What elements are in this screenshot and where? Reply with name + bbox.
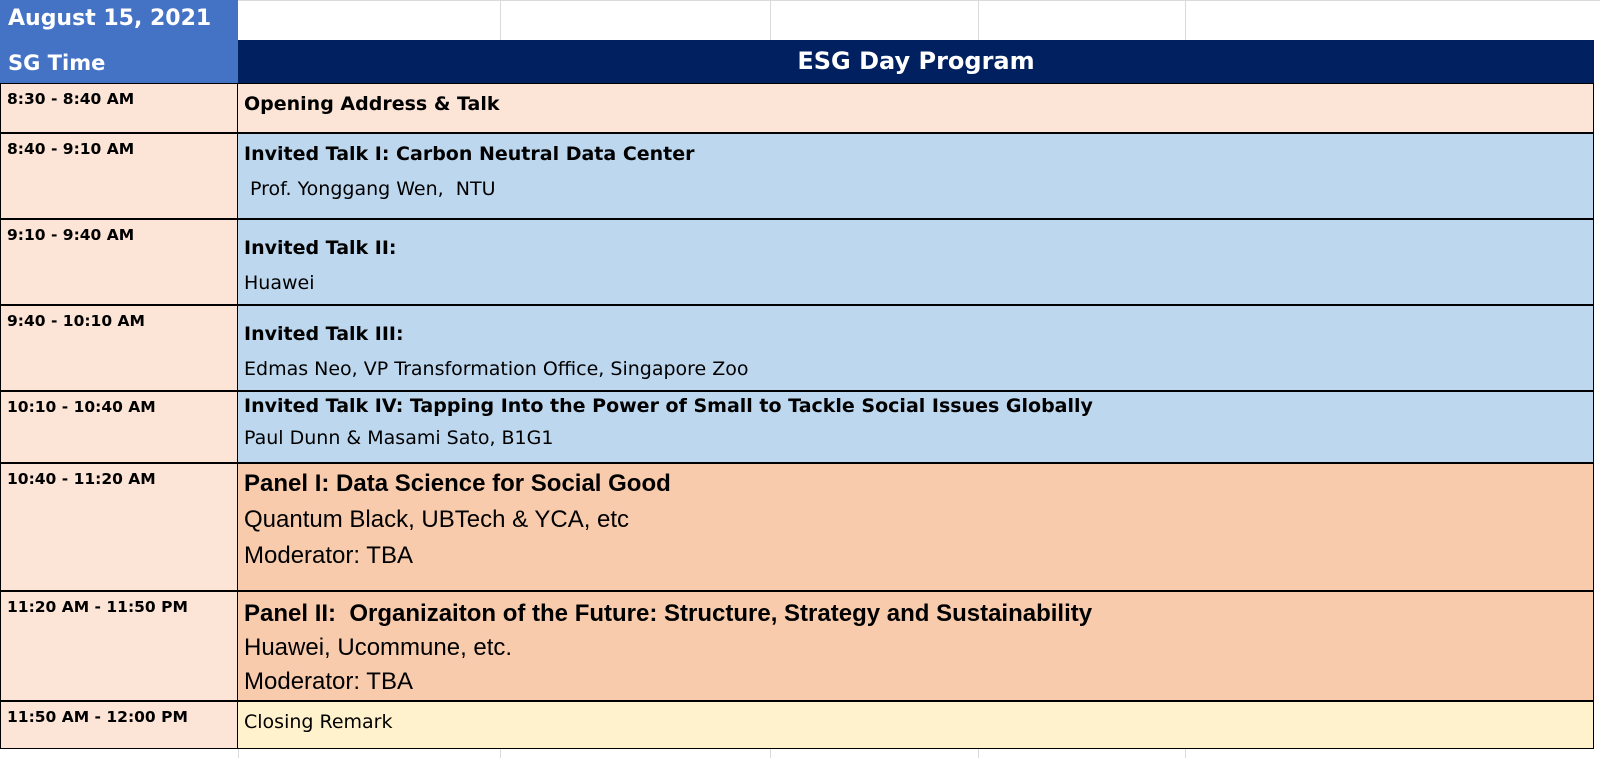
panel-title: Panel I: Data Science for Social Good (244, 470, 671, 497)
sg-time-header[interactable]: SG Time (0, 40, 238, 83)
time-cell[interactable]: 9:10 - 9:40 AM (0, 219, 238, 305)
date-cell[interactable]: August 15, 2021 (0, 0, 238, 40)
program-title: Invited Talk II: (244, 237, 397, 259)
grid-line (1185, 748, 1186, 758)
time-cell[interactable]: 10:40 - 11:20 AM (0, 463, 238, 591)
grid-line (978, 748, 979, 758)
speaker-line: Paul Dunn & Masami Sato, B1G1 (244, 427, 554, 449)
program-cell[interactable]: Panel I: Data Science for Social Good Qu… (238, 463, 1594, 591)
time-cell[interactable]: 11:20 AM - 11:50 PM (0, 591, 238, 701)
program-cell[interactable]: Invited Talk II: Huawei (238, 219, 1594, 305)
program-cell[interactable]: Opening Address & Talk (238, 83, 1594, 133)
panel-moderator: Moderator: TBA (244, 668, 413, 695)
grid-line (500, 0, 501, 40)
program-cell[interactable]: Invited Talk IV: Tapping Into the Power … (238, 391, 1594, 463)
speaker-line: Huawei (244, 272, 315, 294)
speaker-line: Prof. Yonggang Wen, NTU (244, 178, 496, 200)
time-cell[interactable]: 9:40 - 10:10 AM (0, 305, 238, 391)
panel-participants: Huawei, Ucommune, etc. (244, 634, 513, 661)
grid-line (770, 0, 771, 40)
time-cell[interactable]: 8:30 - 8:40 AM (0, 83, 238, 133)
program-cell[interactable]: Closing Remark (238, 701, 1594, 749)
grid-line (238, 0, 1600, 1)
time-cell[interactable]: 8:40 - 9:10 AM (0, 133, 238, 219)
grid-line (978, 0, 979, 40)
grid-line (500, 748, 501, 758)
program-title: Opening Address & Talk (244, 93, 500, 115)
panel-title: Panel II: Organizaiton of the Future: St… (244, 600, 1093, 627)
speaker-line: Edmas Neo, VP Transformation Office, Sin… (244, 358, 749, 380)
program-title: Invited Talk IV: Tapping Into the Power … (244, 395, 1093, 417)
panel-participants: Quantum Black, UBTech & YCA, etc (244, 506, 630, 533)
time-cell[interactable]: 11:50 AM - 12:00 PM (0, 701, 238, 749)
grid-line (770, 748, 771, 758)
program-cell[interactable]: Invited Talk I: Carbon Neutral Data Cent… (238, 133, 1594, 219)
panel-moderator: Moderator: TBA (244, 542, 413, 569)
program-title: Closing Remark (244, 711, 393, 733)
time-cell[interactable]: 10:10 - 10:40 AM (0, 391, 238, 463)
program-header[interactable]: ESG Day Program (238, 40, 1594, 83)
program-cell[interactable]: Invited Talk III: Edmas Neo, VP Transfor… (238, 305, 1594, 391)
grid-line (1185, 0, 1186, 40)
program-title: Invited Talk I: Carbon Neutral Data Cent… (244, 143, 695, 165)
program-title: Invited Talk III: (244, 323, 404, 345)
grid-line (238, 748, 239, 758)
program-cell[interactable]: Panel II: Organizaiton of the Future: St… (238, 591, 1594, 701)
